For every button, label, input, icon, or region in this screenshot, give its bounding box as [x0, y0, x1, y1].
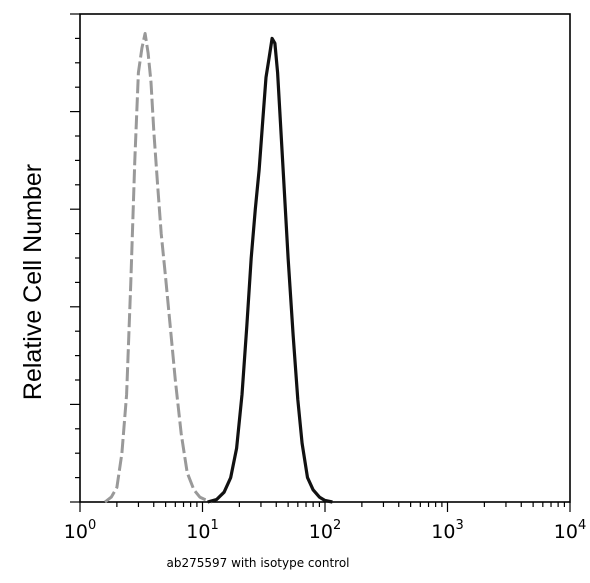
x-tick-exponent: 1: [210, 518, 218, 533]
y-axis-label: Relative Cell Number: [19, 164, 47, 400]
x-tick-label: 100: [64, 518, 96, 543]
x-tick-label: 102: [309, 518, 341, 543]
x-tick-label: 101: [186, 518, 218, 543]
y-axis-ticks: [70, 13, 80, 503]
x-tick-exponent: 0: [88, 518, 96, 533]
x-tick-base: 10: [431, 521, 455, 543]
antibody-curve: [207, 36, 333, 504]
x-tick-base: 10: [64, 521, 88, 543]
plot-frame: [79, 13, 571, 503]
isotype-control-curve: [104, 32, 213, 504]
x-tick-exponent: 2: [333, 518, 341, 533]
x-axis-ticks: [79, 502, 571, 512]
x-tick-labels: 100 101 102 103 104: [64, 518, 586, 543]
x-axis-label: ab275597 with isotype control: [166, 556, 349, 570]
x-tick-label: 104: [554, 518, 586, 543]
x-tick-label: 103: [431, 518, 463, 543]
x-tick-base: 10: [186, 521, 210, 543]
series-layer: [104, 32, 333, 504]
x-tick-exponent: 4: [578, 518, 586, 533]
x-tick-base: 10: [554, 521, 578, 543]
x-tick-exponent: 3: [455, 518, 463, 533]
x-tick-base: 10: [309, 521, 333, 543]
